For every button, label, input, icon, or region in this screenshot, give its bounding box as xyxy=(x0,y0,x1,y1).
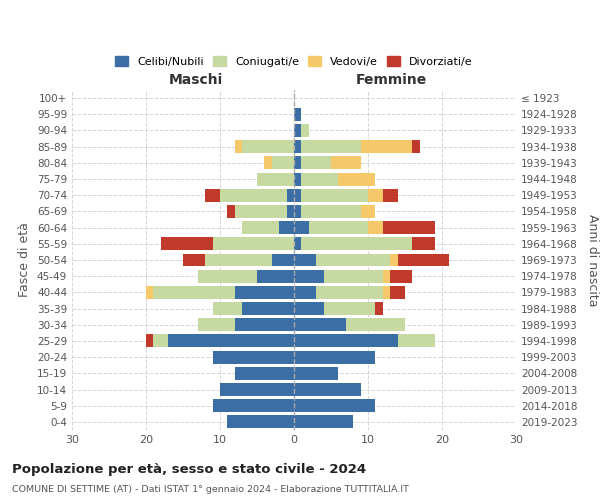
Bar xyxy=(242,221,279,234)
Bar xyxy=(294,189,301,202)
Bar xyxy=(294,318,346,331)
Bar xyxy=(294,124,301,137)
Bar xyxy=(294,221,309,234)
Text: Femmine: Femmine xyxy=(356,72,427,86)
Text: Popolazione per età, sesso e stato civile - 2024: Popolazione per età, sesso e stato civil… xyxy=(12,462,366,475)
Bar xyxy=(412,140,420,153)
Bar xyxy=(294,302,323,315)
Bar xyxy=(272,254,294,266)
Bar xyxy=(383,189,398,202)
Bar xyxy=(294,172,301,186)
Bar xyxy=(272,156,294,170)
Bar xyxy=(287,189,294,202)
Bar xyxy=(338,172,376,186)
Bar xyxy=(376,302,383,315)
Bar xyxy=(316,254,390,266)
Bar xyxy=(235,286,294,299)
Text: COMUNE DI SETTIME (AT) - Dati ISTAT 1° gennaio 2024 - Elaborazione TUTTITALIA.IT: COMUNE DI SETTIME (AT) - Dati ISTAT 1° g… xyxy=(12,485,409,494)
Legend: Celibi/Nubili, Coniugati/e, Vedovi/e, Divorziati/e: Celibi/Nubili, Coniugati/e, Vedovi/e, Di… xyxy=(111,52,477,71)
Bar xyxy=(205,254,272,266)
Bar xyxy=(227,416,294,428)
Bar xyxy=(146,334,154,347)
Bar xyxy=(294,350,376,364)
Bar xyxy=(294,367,338,380)
Bar xyxy=(294,286,316,299)
Bar xyxy=(235,318,294,331)
Bar xyxy=(301,205,361,218)
Bar xyxy=(205,189,220,202)
Bar xyxy=(331,156,361,170)
Bar xyxy=(183,254,205,266)
Bar xyxy=(242,140,294,153)
Bar xyxy=(212,302,242,315)
Bar xyxy=(235,205,287,218)
Bar xyxy=(212,238,294,250)
Bar xyxy=(265,156,272,170)
Bar xyxy=(212,399,294,412)
Bar xyxy=(301,189,368,202)
Bar xyxy=(398,334,434,347)
Bar xyxy=(301,124,309,137)
Y-axis label: Fasce di età: Fasce di età xyxy=(19,222,31,298)
Bar xyxy=(294,238,301,250)
Bar xyxy=(294,108,301,121)
Bar xyxy=(301,172,338,186)
Bar xyxy=(383,221,434,234)
Bar xyxy=(257,270,294,282)
Bar xyxy=(227,205,235,218)
Bar xyxy=(279,221,294,234)
Bar xyxy=(390,270,412,282)
Bar xyxy=(220,383,294,396)
Bar xyxy=(154,334,168,347)
Bar xyxy=(168,334,294,347)
Bar xyxy=(146,286,154,299)
Bar xyxy=(287,205,294,218)
Bar xyxy=(294,416,353,428)
Bar xyxy=(383,286,390,299)
Bar xyxy=(294,334,398,347)
Text: Maschi: Maschi xyxy=(169,72,223,86)
Bar xyxy=(198,318,235,331)
Bar xyxy=(323,270,383,282)
Bar xyxy=(368,221,383,234)
Bar xyxy=(294,383,361,396)
Bar xyxy=(383,270,390,282)
Bar xyxy=(294,156,301,170)
Bar xyxy=(346,318,405,331)
Bar xyxy=(257,172,294,186)
Bar xyxy=(198,270,257,282)
Bar xyxy=(390,254,398,266)
Bar xyxy=(294,254,316,266)
Bar xyxy=(316,286,383,299)
Bar xyxy=(390,286,405,299)
Y-axis label: Anni di nascita: Anni di nascita xyxy=(586,214,599,306)
Bar xyxy=(301,156,331,170)
Bar xyxy=(161,238,212,250)
Bar xyxy=(398,254,449,266)
Bar xyxy=(412,238,434,250)
Bar xyxy=(368,189,383,202)
Bar xyxy=(235,367,294,380)
Bar xyxy=(294,270,323,282)
Bar xyxy=(294,399,376,412)
Bar xyxy=(361,205,376,218)
Bar xyxy=(323,302,376,315)
Bar xyxy=(154,286,235,299)
Bar xyxy=(301,238,412,250)
Bar xyxy=(309,221,368,234)
Bar xyxy=(242,302,294,315)
Bar xyxy=(294,140,301,153)
Bar xyxy=(301,140,361,153)
Bar xyxy=(294,205,301,218)
Bar xyxy=(220,189,287,202)
Bar xyxy=(235,140,242,153)
Bar xyxy=(212,350,294,364)
Bar xyxy=(361,140,412,153)
